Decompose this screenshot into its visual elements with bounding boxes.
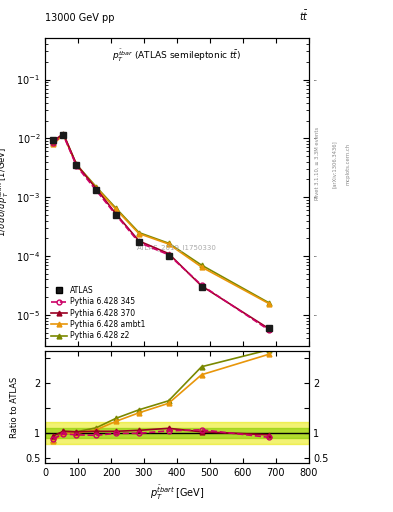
- Text: ATLAS_2019_I1750330: ATLAS_2019_I1750330: [137, 244, 217, 251]
- Text: 13000 GeV pp: 13000 GeV pp: [45, 13, 115, 23]
- Y-axis label: $1/\sigma\,d\sigma/d\,p_T^{\bar{t}bar{t}}\,[1/\mathrm{GeV}]$: $1/\sigma\,d\sigma/d\,p_T^{\bar{t}bar{t}…: [0, 147, 11, 237]
- X-axis label: $p_T^{\bar{t}bar{t}}\,[\mathrm{GeV}]$: $p_T^{\bar{t}bar{t}}\,[\mathrm{GeV}]$: [150, 484, 204, 502]
- Text: $p_T^{\bar{t}bar}$ (ATLAS semileptonic $t\bar{t}$): $p_T^{\bar{t}bar}$ (ATLAS semileptonic $…: [112, 48, 241, 64]
- Text: Rivet 3.1.10, ≥ 3.3M events: Rivet 3.1.10, ≥ 3.3M events: [314, 127, 320, 201]
- Legend: ATLAS, Pythia 6.428 345, Pythia 6.428 370, Pythia 6.428 ambt1, Pythia 6.428 z2: ATLAS, Pythia 6.428 345, Pythia 6.428 37…: [49, 285, 147, 342]
- Y-axis label: Ratio to ATLAS: Ratio to ATLAS: [10, 376, 19, 438]
- Text: $t\bar{t}$: $t\bar{t}$: [299, 9, 309, 23]
- Text: mcplots.cern.ch: mcplots.cern.ch: [346, 143, 351, 185]
- Text: [arXiv:1306.3436]: [arXiv:1306.3436]: [332, 140, 337, 188]
